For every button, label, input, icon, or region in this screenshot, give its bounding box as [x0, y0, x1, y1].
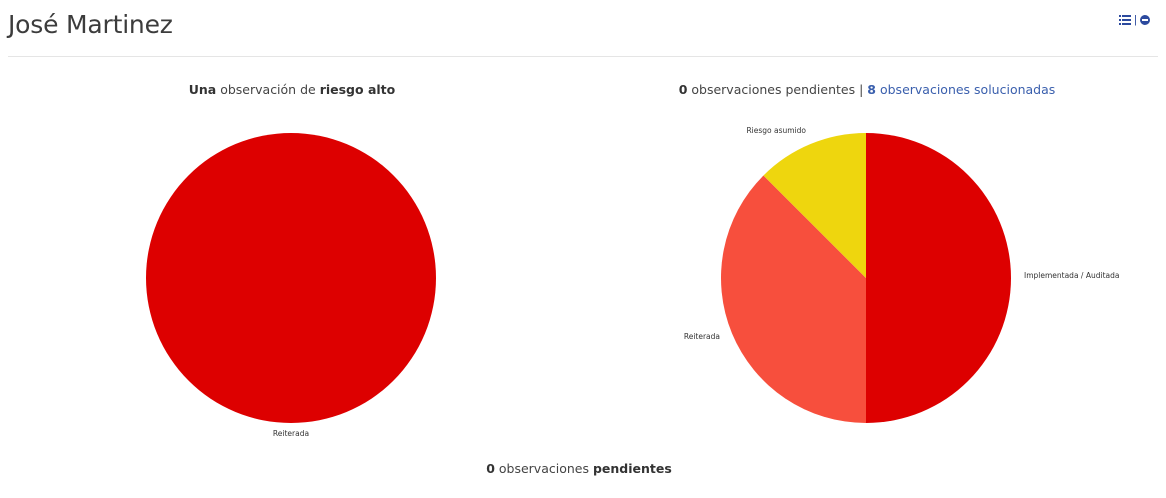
- solved-observations-link[interactable]: 8 observaciones solucionadas: [867, 82, 1055, 97]
- minus-circle-icon[interactable]: [1140, 15, 1150, 25]
- chart-2-slice-2[interactable]: [721, 175, 866, 423]
- bottom-caption: 0 observaciones pendientes: [0, 461, 1158, 476]
- left-caption-text: observación de: [216, 82, 320, 97]
- toolbar-separator: |: [1134, 14, 1137, 26]
- pending-text: observaciones pendientes |: [687, 82, 868, 97]
- chart-2-slice-3[interactable]: [763, 133, 866, 278]
- bottom-caption-text: observaciones: [494, 461, 593, 476]
- chart-1-slice-1[interactable]: [146, 133, 436, 423]
- chart-2-slice-3-label: Riesgo asumido: [746, 126, 806, 135]
- chart-2-slice-1-label: Implementada / Auditada: [1024, 271, 1119, 280]
- left-caption-risk: riesgo alto: [319, 82, 396, 97]
- page-title: José Martinez: [8, 10, 173, 39]
- left-chart-caption: Una observación de riesgo alto: [0, 82, 584, 97]
- pending-count: 0: [678, 82, 688, 97]
- chart-2-slice-2-label: Reiterada: [684, 332, 720, 341]
- chart-2-slice-1[interactable]: [866, 133, 1011, 423]
- solved-count: 8: [867, 82, 876, 97]
- bottom-caption-count: 0: [486, 461, 495, 476]
- right-chart-caption: 0 observaciones pendientes | 8 observaci…: [584, 82, 1150, 97]
- solved-text: observaciones solucionadas: [876, 82, 1056, 97]
- header-divider: [8, 56, 1158, 57]
- list-icon[interactable]: [1119, 15, 1132, 25]
- left-caption-count: Una: [188, 82, 217, 97]
- bottom-caption-emphasis: pendientes: [592, 461, 672, 476]
- toolbar: |: [1119, 14, 1150, 26]
- chart-1-slice-1-label: Reiterada: [273, 429, 309, 438]
